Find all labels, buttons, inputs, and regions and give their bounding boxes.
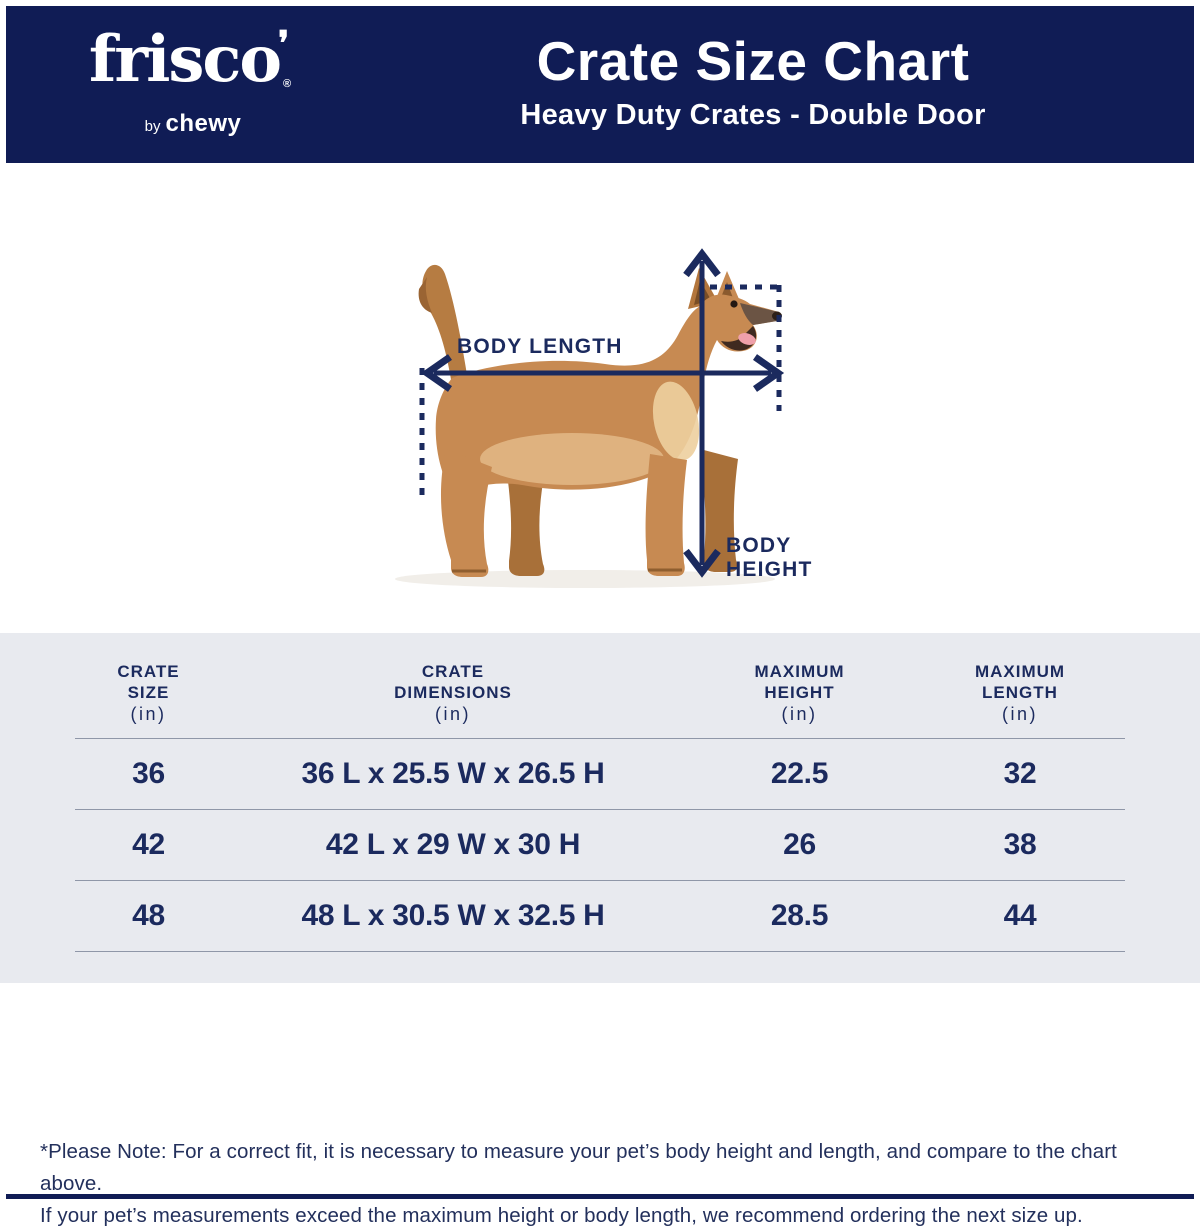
cell-max-length: 32 <box>915 738 1125 810</box>
crate-size-table: CRATE SIZE (in) CRATE DIMENSIONS (in) MAXIMU… <box>75 661 1125 952</box>
col-header-crate-dimensions: CRATE DIMENSIONS (in) <box>222 661 684 739</box>
dog-illustration <box>395 248 785 588</box>
page-title: Crate Size Chart <box>536 30 970 92</box>
cell-max-length: 44 <box>915 880 1125 952</box>
size-table-section: CRATE SIZE (in) CRATE DIMENSIONS (in) MAXIMU… <box>0 633 1200 983</box>
frisco-logo-swash-icon: ❜ <box>278 24 289 64</box>
frisco-logo-wordmark: frisco❜ ® <box>68 24 318 114</box>
measurement-diagram: BODY LENGTH BODY HEIGHT <box>0 163 1200 633</box>
registered-trademark-icon: ® <box>283 78 292 90</box>
cell-dimensions: 42 L x 29 W x 30 H <box>222 809 684 881</box>
dog-figure <box>418 264 782 577</box>
table-row: 42 42 L x 29 W x 30 H 26 38 <box>75 809 1125 881</box>
body-height-label-line1: BODY <box>726 534 792 557</box>
bottom-accent-bar <box>6 1194 1194 1199</box>
col-header-maximum-length: MAXIMUM LENGTH (in) <box>915 661 1125 739</box>
title-block: Crate Size Chart Heavy Duty Crates - Dou… <box>520 30 985 132</box>
by-chewy-byline: by chewy <box>68 110 318 138</box>
arrowhead-right-icon <box>753 354 785 392</box>
footnote-line1: *Please Note: For a correct fit, it is n… <box>40 1140 1117 1195</box>
cell-max-height: 26 <box>684 809 915 881</box>
frisco-logo-text: frisco <box>88 22 282 97</box>
body-length-label: BODY LENGTH <box>457 335 623 358</box>
footnote-line2: If your pet’s measurements exceed the ma… <box>40 1204 1083 1227</box>
arrowhead-up-icon <box>683 248 721 278</box>
col-header-crate-size: CRATE SIZE (in) <box>75 661 222 739</box>
frisco-logo: frisco❜ ® by chewy <box>68 24 318 138</box>
cell-max-length: 38 <box>915 809 1125 881</box>
arrowhead-down-icon <box>683 548 721 578</box>
page-subtitle: Heavy Duty Crates - Double Door <box>520 99 986 131</box>
cell-dimensions: 36 L x 25.5 W x 26.5 H <box>222 738 684 810</box>
table-row: 36 36 L x 25.5 W x 26.5 H 22.5 32 <box>75 738 1125 810</box>
cell-size: 42 <box>75 809 222 881</box>
body-height-label: BODY HEIGHT <box>726 534 813 582</box>
cell-size: 36 <box>75 738 222 810</box>
ground-shadow <box>395 570 775 588</box>
header-banner: frisco❜ ® by chewy Crate Size Chart Heavy … <box>6 6 1194 163</box>
cell-size: 48 <box>75 880 222 952</box>
cell-dimensions: 48 L x 30.5 W x 32.5 H <box>222 880 684 952</box>
measurement-arrows <box>419 248 785 578</box>
col-header-maximum-height: MAXIMUM HEIGHT (in) <box>684 661 915 739</box>
cell-max-height: 28.5 <box>684 880 915 952</box>
body-height-label-line2: HEIGHT <box>726 558 813 581</box>
cell-max-height: 22.5 <box>684 738 915 810</box>
table-row: 48 48 L x 30.5 W x 32.5 H 28.5 44 <box>75 880 1125 952</box>
table-header-row: CRATE SIZE (in) CRATE DIMENSIONS (in) MAXIMU… <box>75 661 1125 739</box>
chewy-logo-text: chewy <box>165 110 242 137</box>
arrowhead-left-icon <box>420 354 452 392</box>
footnote: *Please Note: For a correct fit, it is n… <box>40 1136 1170 1232</box>
byline-by: by <box>144 118 161 135</box>
